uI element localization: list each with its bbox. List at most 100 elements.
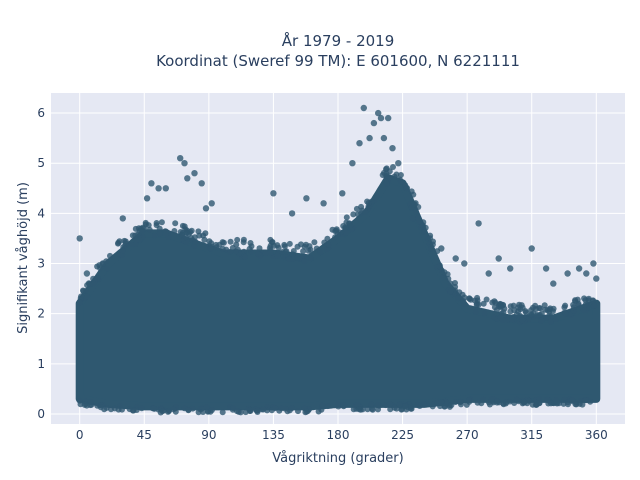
data-point (128, 241, 135, 248)
data-point (483, 296, 490, 303)
data-point (107, 252, 113, 259)
data-point (364, 198, 371, 205)
data-point (380, 134, 388, 142)
data-point (456, 289, 463, 296)
data-point (398, 178, 405, 185)
data-point (503, 399, 510, 406)
data-point (242, 253, 249, 260)
data-point (497, 301, 504, 308)
data-point (452, 399, 459, 405)
data-point (391, 404, 398, 411)
data-point (202, 205, 210, 212)
y-tick-label: 4 (37, 206, 45, 220)
data-point (510, 302, 517, 309)
data-point (301, 258, 308, 265)
data-point (507, 308, 514, 315)
data-point (412, 200, 419, 207)
data-point (234, 236, 241, 243)
data-point (457, 398, 464, 405)
data-point (286, 240, 293, 247)
data-point (542, 306, 549, 313)
data-point (200, 232, 207, 239)
y-tick-label: 2 (37, 307, 45, 321)
y-tick-label: 0 (37, 407, 45, 421)
data-point (541, 302, 548, 309)
chart-subtitle: Koordinat (Sweref 99 TM): E 601600, N 62… (156, 52, 520, 70)
data-point (172, 220, 179, 227)
data-point (436, 263, 443, 270)
x-tick-label: 0 (76, 428, 84, 442)
data-point (315, 408, 322, 415)
data-point (146, 226, 153, 233)
data-point (254, 251, 261, 257)
data-point (500, 309, 507, 316)
data-point (553, 397, 560, 403)
data-point (538, 317, 545, 324)
data-point (422, 224, 429, 231)
data-point (126, 406, 133, 413)
data-point (303, 408, 310, 415)
data-point (184, 175, 191, 182)
data-point (386, 401, 393, 408)
data-point (191, 170, 198, 177)
data-point (356, 406, 363, 413)
data-point (480, 300, 487, 307)
data-point (575, 300, 582, 307)
data-point (339, 190, 346, 197)
data-point (272, 405, 279, 412)
data-point (227, 248, 234, 255)
data-point (151, 232, 158, 239)
y-tick-label: 6 (37, 106, 45, 120)
data-point (465, 397, 472, 404)
data-point (374, 193, 381, 199)
data-point (590, 260, 597, 267)
data-point (349, 160, 356, 167)
x-tick-label: 45 (137, 428, 152, 442)
data-point (84, 293, 91, 300)
data-point (219, 245, 226, 252)
data-point (583, 270, 590, 277)
data-point (142, 219, 149, 226)
data-point (500, 317, 506, 324)
data-point (203, 404, 210, 410)
data-point (78, 293, 85, 300)
data-point (350, 406, 357, 413)
x-tick-label: 135 (262, 428, 285, 442)
data-point (395, 160, 402, 167)
data-point (590, 297, 596, 304)
data-point (155, 185, 162, 192)
data-point (386, 174, 393, 181)
data-point (283, 248, 290, 255)
data-point (452, 283, 459, 290)
data-point (122, 238, 129, 245)
data-point (542, 265, 550, 272)
data-point (170, 406, 177, 413)
data-point (97, 404, 104, 411)
data-point (523, 309, 529, 316)
data-point (383, 165, 390, 172)
data-point (254, 407, 261, 414)
data-point (246, 245, 253, 252)
data-point (115, 239, 122, 246)
data-point (240, 239, 247, 246)
data-point (364, 406, 371, 413)
data-point (466, 295, 473, 302)
data-point (441, 269, 448, 276)
data-point (171, 228, 178, 234)
data-point (587, 398, 594, 405)
data-point (317, 249, 324, 256)
data-point (569, 397, 576, 403)
data-point (133, 407, 140, 413)
data-point (282, 405, 289, 412)
data-point (256, 245, 263, 252)
data-point (427, 235, 433, 242)
data-point (564, 270, 571, 277)
data-point (295, 408, 301, 415)
data-point (103, 258, 110, 265)
data-point (266, 245, 273, 251)
data-point (274, 252, 281, 259)
data-point (270, 190, 277, 197)
data-point (375, 109, 382, 117)
data-point (333, 227, 340, 234)
data-point (159, 408, 166, 415)
